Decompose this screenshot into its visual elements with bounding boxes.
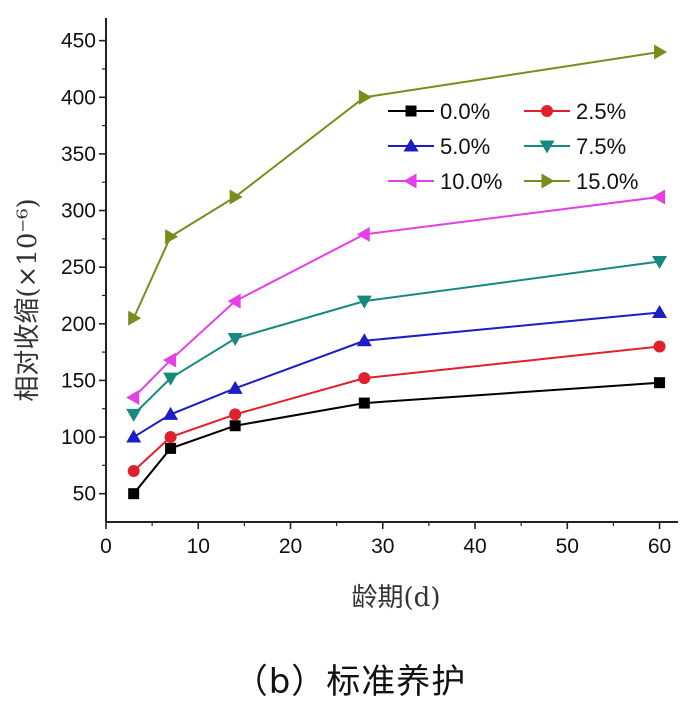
data-point (126, 408, 142, 422)
series-4 (126, 189, 666, 405)
data-point (165, 229, 179, 245)
series-1 (127, 340, 666, 478)
y-tick-label: 250 (61, 256, 96, 279)
data-point (229, 420, 241, 432)
data-point (654, 377, 666, 389)
data-point (654, 44, 668, 60)
axes: 50 100 150 200 250 300 350 400 450 0 10 20 30 40 50 60 (61, 18, 678, 558)
data-point (164, 431, 177, 444)
data-point (227, 333, 243, 347)
legend: 0.0% 2.5% 5.0% 7.5% 10.0% 15.0% (388, 99, 638, 194)
y-tick-label: 50 (73, 483, 96, 506)
data-point (358, 372, 371, 385)
x-axis-title: 龄期(d) (352, 583, 441, 613)
data-point (128, 310, 142, 326)
series-line (132, 381, 660, 495)
data-point (126, 389, 140, 405)
data-point (356, 333, 372, 347)
data-point (163, 352, 177, 368)
legend-marker (541, 105, 553, 117)
data-point (127, 465, 140, 478)
data-point (227, 293, 241, 309)
x-tick-label: 50 (556, 535, 579, 558)
y-tick-label: 450 (61, 30, 96, 53)
series-layer (126, 44, 668, 500)
legend-item: 10.0% (388, 169, 502, 194)
x-tick-label: 60 (648, 535, 671, 558)
data-point (652, 256, 668, 270)
legend-label: 5.0% (440, 134, 490, 159)
data-point (165, 442, 177, 454)
series-2 (126, 304, 668, 443)
data-point (653, 340, 666, 353)
legend-item: 15.0% (524, 169, 638, 194)
x-tick-label: 40 (463, 535, 486, 558)
figure-caption: （b）标准养护 (233, 662, 467, 702)
data-point (652, 304, 668, 318)
data-point (652, 189, 666, 205)
x-tick-label: 20 (279, 535, 302, 558)
legend-marker (541, 173, 555, 189)
legend-label: 15.0% (576, 169, 638, 194)
y-tick-label: 350 (61, 143, 96, 166)
legend-label: 10.0% (440, 169, 502, 194)
data-point (358, 397, 370, 409)
data-point (227, 380, 243, 394)
y-tick-label: 150 (61, 369, 96, 392)
legend-item: 5.0% (388, 134, 490, 159)
data-point (126, 429, 142, 443)
series-line (133, 345, 660, 472)
legend-item: 2.5% (524, 99, 626, 124)
legend-marker (405, 105, 417, 117)
x-tick-label: 0 (100, 535, 112, 558)
data-point (358, 89, 372, 105)
legend-marker (539, 140, 555, 154)
legend-label: 7.5% (576, 134, 626, 159)
y-tick-label: 100 (61, 426, 96, 449)
series-5 (128, 44, 668, 326)
series-3 (126, 256, 668, 422)
y-tick-label: 400 (61, 86, 96, 109)
data-point (163, 372, 179, 386)
data-point (128, 488, 140, 500)
legend-label: 0.0% (440, 99, 490, 124)
y-axis-title: 相对收缩(×10⁻⁶) (13, 198, 43, 401)
y-tick-label: 300 (61, 200, 96, 223)
data-point (163, 406, 179, 420)
legend-item: 7.5% (524, 134, 626, 159)
legend-marker (403, 173, 417, 189)
data-point (229, 408, 242, 421)
data-point (356, 226, 370, 242)
legend-marker (403, 138, 419, 152)
x-tick-label: 10 (187, 535, 210, 558)
y-tick-label: 200 (61, 313, 96, 336)
data-point (356, 295, 372, 309)
legend-item: 0.0% (388, 99, 490, 124)
x-tick-label: 30 (371, 535, 394, 558)
data-point (229, 189, 243, 205)
legend-label: 2.5% (576, 99, 626, 124)
series-0 (128, 377, 666, 500)
